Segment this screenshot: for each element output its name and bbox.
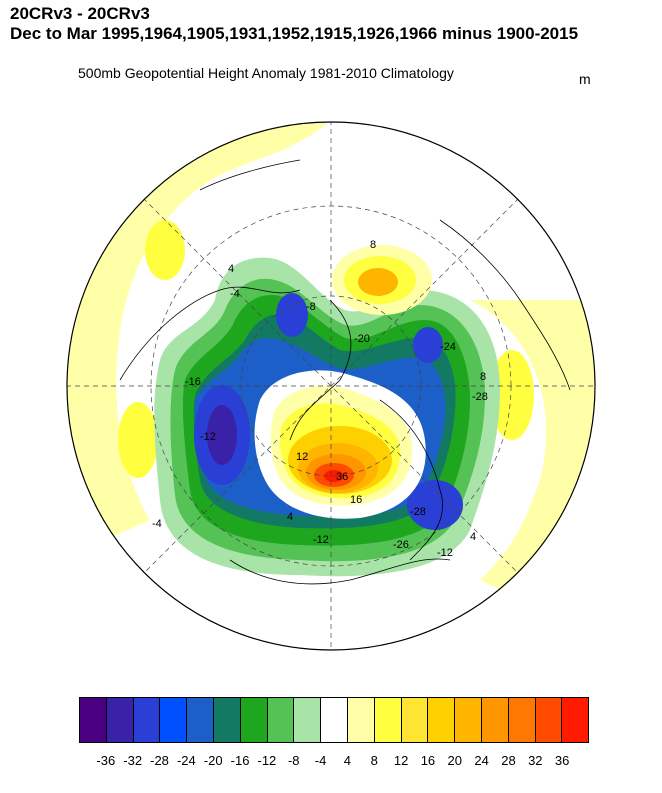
colorbar-swatch: [240, 698, 268, 742]
colorbar-tick-label: 28: [501, 753, 516, 768]
contour-label: -26: [393, 539, 409, 551]
colorbar-swatch: [508, 698, 536, 742]
title-model: 20CRv3 - 20CRv3: [10, 4, 150, 23]
colorbar-tick-label: -28: [150, 753, 169, 768]
contour-labels: 4 -4 8 -8 -12 16 -16 -20 -24 -28 12 36 -…: [152, 239, 488, 559]
colorbar-swatch: [213, 698, 241, 742]
colorbar-tick-label: 16: [420, 753, 436, 768]
colorbar-tick-label: -16: [230, 753, 250, 768]
colorbar-tick-label: 20: [447, 753, 463, 768]
colorbar-tick-label: 12: [393, 753, 409, 768]
contour-label: 8: [480, 371, 486, 383]
contour-label: 4: [228, 263, 234, 275]
contour-label: -12: [313, 534, 329, 546]
colorbar-tick-label: -24: [176, 753, 196, 768]
colorbar-swatch: [106, 698, 134, 742]
colorbar-swatch: [562, 698, 589, 742]
graticule: [67, 122, 595, 650]
contour-label: -28: [410, 506, 426, 518]
colorbar: [79, 697, 589, 743]
contour-label: -16: [185, 376, 201, 388]
polar-map: 4 -4 8 -8 -12 16 -16 -20 -24 -28 12 36 -…: [66, 121, 596, 651]
contour-label: -8: [306, 301, 316, 313]
contour-label: 36: [336, 471, 348, 483]
subtitle-variable: 500mb Geopotential Height Anomaly 1981-2…: [78, 65, 454, 81]
colorbar-swatch: [535, 698, 563, 742]
colorbar-swatch: [133, 698, 161, 742]
colorbar-tick-label: -12: [257, 753, 277, 768]
contour-label: 4: [287, 511, 293, 523]
colorbar-swatch: [347, 698, 375, 742]
map-boundary: [66, 121, 596, 651]
colorbar-ticks: -36 -32 -28 -24 -20 -16 -12 -8 -4 4 8 12 16 20 24 28 32 3…: [79, 753, 589, 769]
colorbar-swatch: [267, 698, 295, 742]
colorbar-tick-label: 24: [474, 753, 489, 768]
colorbar-tick-label: -36: [96, 753, 116, 768]
colorbar-swatch: [294, 698, 322, 742]
contour-label: -12: [437, 547, 453, 559]
contour-label: -28: [472, 391, 488, 403]
colorbar-tick-label: -4: [314, 753, 327, 768]
contour-label: 4: [470, 531, 476, 543]
colorbar-swatch: [428, 698, 456, 742]
colorbar-swatch: [187, 698, 214, 742]
contour-label: -12: [200, 431, 216, 443]
contour-label: 12: [296, 451, 308, 463]
contour-label: -4: [152, 518, 162, 530]
coastlines: [119, 159, 571, 585]
title-composite-years: Dec to Mar 1995,1964,1905,1931,1952,1915…: [10, 24, 579, 43]
colorbar-tick-label: -32: [123, 753, 143, 768]
colorbar-tick-label: 8: [370, 753, 378, 768]
colorbar-tick-label: -8: [287, 753, 300, 768]
colorbar-swatch: [374, 698, 402, 742]
contour-label: 16: [350, 494, 362, 506]
colorbar-swatch: [455, 698, 482, 742]
colorbar-tick-label: -20: [203, 753, 223, 768]
contour-label: 8: [370, 239, 376, 251]
colorbar-swatch: [160, 698, 188, 742]
colorbar-tick-label: 36: [554, 753, 570, 768]
contour-label: -20: [354, 333, 370, 345]
units-label: m: [579, 71, 591, 87]
colorbar-swatch: [401, 698, 429, 742]
colorbar-swatch: [321, 698, 348, 742]
contour-label: -24: [440, 341, 456, 353]
contour-label: -4: [230, 288, 240, 300]
colorbar-swatch: [80, 698, 107, 742]
colorbar-tick-label: 4: [343, 753, 352, 768]
colorbar-tick-label: 32: [528, 753, 543, 768]
colorbar-swatch: [481, 698, 509, 742]
